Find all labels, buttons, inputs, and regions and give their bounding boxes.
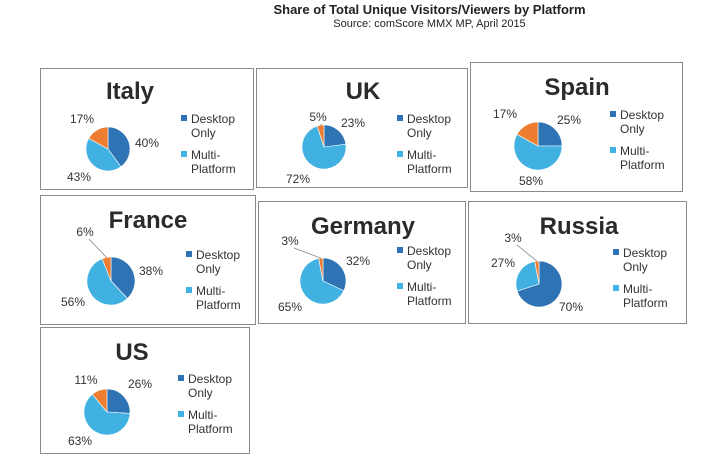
pie-slice-multi-platform [301,125,347,170]
legend-swatch-desktop-only [178,375,184,381]
country-title: France [109,207,188,234]
leader-line [293,247,321,259]
legend-swatch-multi-platform [613,285,619,291]
pie-slice-mobile-only [534,260,540,285]
country-title: UK [346,78,381,105]
pie-slice-desktop-only [323,124,347,148]
data-label-desktop-only: 40% [135,136,159,150]
pie-chart-spain: Spain 25% 58% 17% Desktop Only Multi-Platform [493,74,665,188]
pie-chart-germany: Germany 32% 65% 3% Desktop Only Multi-Platform [278,213,452,314]
country-title: Germany [311,213,416,240]
panel-russia: Russia 70% 27% 3% Desktop Only Multi-Platform [468,201,687,324]
country-title: Spain [544,74,609,101]
pie-slice-multi-platform [515,261,540,292]
legend-swatch-desktop-only [397,247,403,253]
legend-swatch-desktop-only [613,249,619,255]
legend-label-desktop-only: Desktop Only [620,108,664,136]
legend-label-multi-platform: Multi-Platform [407,148,452,176]
legend-label-desktop-only: Desktop Only [407,244,451,272]
panel-spain: Spain 25% 58% 17% Desktop Only Multi-Platform [470,62,683,192]
chart-title: Share of Total Unique Visitors/Viewers b… [273,2,586,17]
data-label-multi-platform: 27% [491,256,515,270]
legend-swatch-multi-platform [186,287,192,293]
data-label-mobile-only: 17% [70,112,94,126]
legend-label-multi-platform: Multi-Platform [191,148,236,176]
data-label-desktop-only: 32% [346,254,370,268]
leader-line [320,123,323,126]
leader-line [516,244,538,262]
panel-us: US 26% 63% 11% Desktop Only Multi-Platform [40,327,250,454]
pie-slice-mobile-only [88,126,109,150]
pie-slice-multi-platform [299,258,345,305]
legend-label-multi-platform: Multi-Platform [407,280,452,308]
pie-slice-mobile-only [316,124,325,148]
pie-chart-us: US 26% 63% 11% Desktop Only Multi-Platform [68,339,233,448]
legend-label-multi-platform: Multi-Platform [188,408,233,436]
pie-slice-desktop-only [107,126,131,168]
pie-slice-desktop-only [516,260,563,308]
panel-france: France 38% 56% 6% Desktop Only Multi-Platform [40,195,256,325]
data-label-mobile-only: 3% [504,231,522,245]
legend-swatch-multi-platform [181,151,187,157]
pie-slice-multi-platform [513,134,563,171]
data-label-mobile-only: 6% [76,225,94,239]
legend-label-desktop-only: Desktop Only [407,112,451,140]
pie-slice-desktop-only [322,257,347,292]
pie-chart-italy: Italy 40% 43% 17% Desktop Only Multi-Platform [67,78,236,184]
data-label-multi-platform: 43% [67,170,91,184]
pie-slice-desktop-only [106,388,131,414]
legend-label-desktop-only: Desktop Only [191,112,235,140]
panel-uk: UK 23% 72% 5% Desktop Only Multi-Platform [256,68,468,188]
pie-slice-multi-platform [86,258,128,306]
data-label-desktop-only: 38% [139,264,163,278]
legend-swatch-desktop-only [610,111,616,117]
pie-slice-desktop-only [110,256,136,299]
legend-swatch-desktop-only [397,115,403,121]
pie-slice-multi-platform [85,137,122,172]
legend-swatch-multi-platform [610,147,616,153]
legend-swatch-desktop-only [186,251,192,257]
pie-slice-mobile-only [101,256,112,282]
leader-line [88,238,107,258]
data-label-mobile-only: 5% [309,110,327,124]
panel-germany: Germany 32% 65% 3% Desktop Only Multi-Platform [258,201,466,324]
data-label-multi-platform: 56% [61,295,85,309]
legend-swatch-desktop-only [181,115,187,121]
data-label-multi-platform: 72% [286,172,310,186]
data-label-multi-platform: 63% [68,434,92,448]
pie-chart-russia: Russia 70% 27% 3% Desktop Only Multi-Platform [491,213,668,314]
pie-slice-multi-platform [83,393,131,436]
legend-label-multi-platform: Multi-Platform [623,282,668,310]
pie-slice-mobile-only [91,388,108,413]
data-label-desktop-only: 23% [341,116,365,130]
legend-label-desktop-only: Desktop Only [623,246,667,274]
pie-chart-france: France 38% 56% 6% Desktop Only Multi-Platform [61,207,241,312]
data-label-mobile-only: 11% [74,373,97,387]
legend-label-desktop-only: Desktop Only [188,372,232,400]
pie-slice-desktop-only [537,121,563,147]
data-label-desktop-only: 25% [557,113,581,127]
data-label-mobile-only: 3% [281,234,299,248]
legend-label-multi-platform: Multi-Platform [196,284,241,312]
data-label-multi-platform: 65% [278,300,302,314]
legend-swatch-multi-platform [397,151,403,157]
data-label-mobile-only: 17% [493,107,517,121]
data-label-desktop-only: 26% [128,377,152,391]
pie-chart-uk: UK 23% 72% 5% Desktop Only Multi-Platform [286,78,452,186]
legend-swatch-multi-platform [397,283,403,289]
chart-source: Source: comScore MMX MP, April 2015 [333,18,526,30]
legend-swatch-multi-platform [178,411,184,417]
legend-label-desktop-only: Desktop Only [196,248,240,276]
data-label-desktop-only: 70% [559,300,583,314]
pie-slice-mobile-only [318,257,324,282]
country-title: US [115,339,148,366]
data-label-multi-platform: 58% [519,174,543,188]
country-title: Russia [540,213,619,240]
panel-italy: Italy 40% 43% 17% Desktop Only Multi-Platform [40,68,254,190]
pie-slice-mobile-only [516,121,539,147]
country-title: Italy [106,78,155,105]
legend-label-multi-platform: Multi-Platform [620,144,665,172]
